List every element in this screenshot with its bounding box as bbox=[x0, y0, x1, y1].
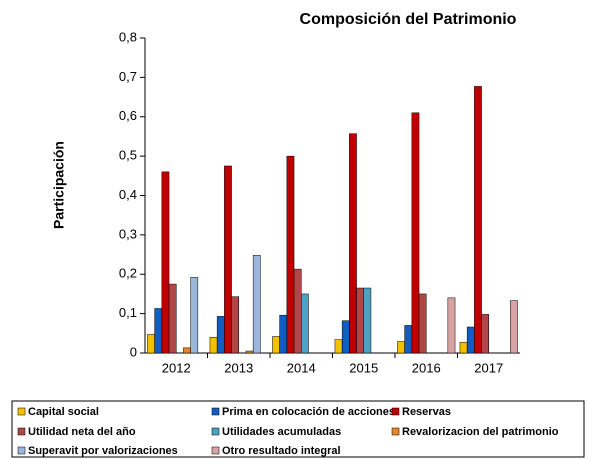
y-axis-label: Participación bbox=[51, 141, 67, 229]
bar bbox=[411, 112, 420, 354]
bar bbox=[334, 339, 343, 354]
bar bbox=[397, 341, 405, 354]
legend-swatch bbox=[211, 407, 220, 416]
bar bbox=[190, 277, 199, 354]
x-tick-label: 2013 bbox=[224, 360, 253, 375]
bar bbox=[168, 283, 177, 354]
bar bbox=[183, 347, 191, 354]
bar bbox=[349, 133, 357, 354]
legend-swatch bbox=[17, 446, 26, 455]
bar bbox=[245, 350, 254, 354]
y-tick-label: 0,5 bbox=[119, 148, 137, 163]
y-tick-label: 0,2 bbox=[119, 266, 137, 281]
bar bbox=[404, 325, 413, 354]
legend-swatch bbox=[211, 427, 220, 436]
bar bbox=[447, 297, 456, 354]
legend-label: Capital social bbox=[28, 406, 99, 418]
bar bbox=[161, 171, 170, 354]
legend-label: Reservas bbox=[402, 406, 451, 418]
bar bbox=[418, 293, 427, 354]
legend-label: Otro resultado integral bbox=[222, 445, 341, 457]
legend-swatch bbox=[17, 427, 26, 436]
bar bbox=[154, 308, 163, 354]
x-tick-label: 2016 bbox=[412, 360, 441, 375]
x-tick-label: 2014 bbox=[287, 360, 316, 375]
legend-label: Prima en colocación de acciones bbox=[222, 406, 395, 418]
bar bbox=[272, 336, 280, 354]
legend-label: Superavit por valorizaciones bbox=[28, 445, 178, 457]
legend-label: Revalorizacion del patrimonio bbox=[402, 426, 559, 438]
bar bbox=[341, 320, 350, 354]
bar bbox=[474, 86, 482, 354]
bar bbox=[216, 316, 225, 354]
bar bbox=[293, 268, 302, 354]
bar bbox=[466, 326, 475, 354]
bar bbox=[286, 155, 295, 354]
chart-title: Composición del Patrimonio bbox=[300, 11, 517, 28]
bar bbox=[363, 287, 372, 354]
x-tick-label: 2017 bbox=[474, 360, 503, 375]
bar bbox=[481, 314, 489, 354]
x-tick-label: 2015 bbox=[349, 360, 378, 375]
bar bbox=[356, 287, 364, 354]
bar bbox=[279, 314, 288, 354]
bar bbox=[224, 165, 232, 354]
y-tick-label: 0 bbox=[130, 344, 137, 359]
bar bbox=[459, 342, 468, 354]
legend-swatch bbox=[391, 407, 400, 416]
y-tick-label: 0,7 bbox=[119, 69, 137, 84]
y-tick-label: 0,1 bbox=[119, 305, 137, 320]
x-tick-label: 2012 bbox=[162, 360, 191, 375]
bar bbox=[252, 255, 261, 354]
bar bbox=[209, 337, 218, 354]
y-tick-label: 0,4 bbox=[119, 187, 137, 202]
y-tick-label: 0,3 bbox=[119, 226, 137, 241]
bar bbox=[147, 334, 155, 354]
bar bbox=[231, 296, 240, 354]
y-tick-label: 0,6 bbox=[119, 108, 137, 123]
legend-label: Utilidad neta del año bbox=[28, 426, 136, 438]
legend-label: Utilidades acumuladas bbox=[222, 426, 341, 438]
legend-swatch bbox=[391, 427, 400, 436]
legend-swatch bbox=[17, 407, 26, 416]
bar bbox=[301, 293, 309, 354]
legend-box bbox=[11, 400, 585, 458]
y-tick-label: 0,8 bbox=[119, 29, 137, 44]
bar bbox=[510, 300, 518, 354]
legend-swatch bbox=[211, 446, 220, 455]
